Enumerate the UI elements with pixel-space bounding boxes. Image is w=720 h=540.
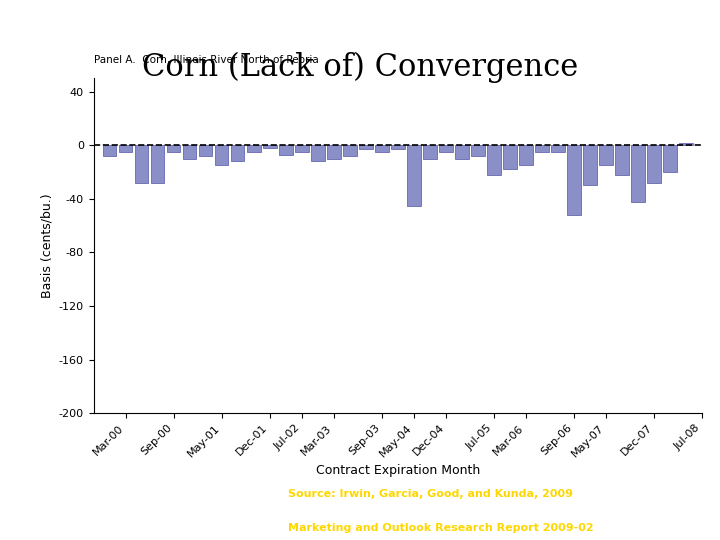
Bar bbox=[455, 145, 469, 159]
Y-axis label: Basis (cents/bu.): Basis (cents/bu.) bbox=[40, 193, 53, 298]
Bar bbox=[567, 145, 581, 215]
Bar bbox=[375, 145, 389, 152]
Bar bbox=[439, 145, 453, 152]
Text: Corn (Lack of) Convergence: Corn (Lack of) Convergence bbox=[142, 52, 578, 83]
Bar bbox=[647, 145, 661, 183]
Bar bbox=[583, 145, 597, 185]
Bar bbox=[295, 145, 309, 152]
Bar bbox=[535, 145, 549, 152]
Bar bbox=[215, 145, 228, 165]
Bar bbox=[279, 145, 292, 154]
Bar bbox=[263, 145, 276, 148]
Bar bbox=[119, 145, 132, 152]
Text: Source: Irwin, Garcia, Good, and Kunda, 2009: Source: Irwin, Garcia, Good, and Kunda, … bbox=[288, 489, 573, 499]
Bar bbox=[103, 145, 117, 156]
Bar bbox=[359, 145, 372, 149]
Text: Panel A.  Corn, Illinois River North of Peoria: Panel A. Corn, Illinois River North of P… bbox=[94, 55, 318, 65]
Bar bbox=[407, 145, 420, 206]
Bar bbox=[311, 145, 325, 161]
Text: Marketing and Outlook Research Report 2009-02: Marketing and Outlook Research Report 20… bbox=[288, 523, 593, 532]
X-axis label: Contract Expiration Month: Contract Expiration Month bbox=[315, 464, 480, 477]
Bar bbox=[503, 145, 517, 170]
Bar bbox=[183, 145, 197, 159]
Bar bbox=[663, 145, 677, 172]
Bar bbox=[343, 145, 356, 156]
Bar bbox=[231, 145, 245, 161]
Bar bbox=[327, 145, 341, 159]
Bar bbox=[615, 145, 629, 175]
Bar bbox=[551, 145, 564, 152]
Bar bbox=[679, 143, 693, 145]
Bar bbox=[391, 145, 405, 149]
Bar bbox=[471, 145, 485, 156]
Bar bbox=[167, 145, 181, 152]
Bar bbox=[487, 145, 500, 175]
Bar bbox=[631, 145, 645, 201]
Text: Iowa State University: Iowa State University bbox=[14, 489, 181, 503]
Bar bbox=[599, 145, 613, 165]
Bar bbox=[150, 145, 164, 183]
Bar bbox=[519, 145, 533, 165]
Text: Econ 339X, Spring 2010: Econ 339X, Spring 2010 bbox=[14, 526, 140, 536]
Bar bbox=[247, 145, 261, 152]
Bar bbox=[135, 145, 148, 183]
Bar bbox=[423, 145, 436, 159]
Bar bbox=[199, 145, 212, 156]
